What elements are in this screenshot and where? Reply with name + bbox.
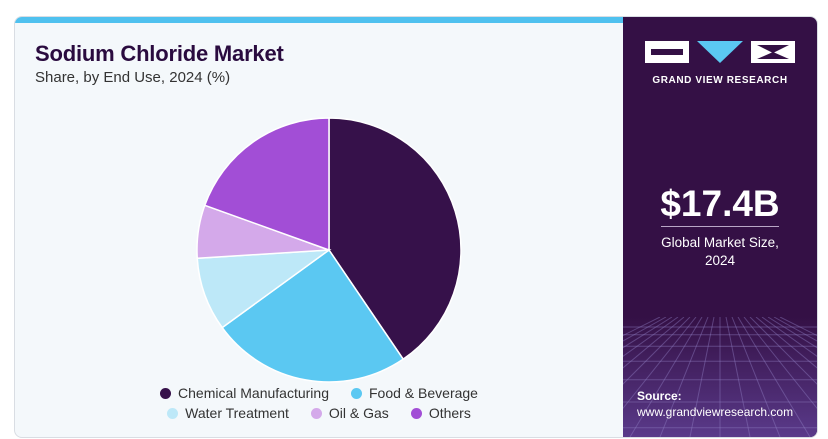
market-size-label-line2: 2024 [704, 253, 736, 268]
chart-panel: Sodium Chloride Market Share, by End Use… [15, 23, 623, 437]
market-size-label-line1: Global Market Size, [661, 235, 779, 250]
legend-label: Oil & Gas [328, 405, 389, 421]
legend-item: Chemical Manufacturing [160, 385, 329, 401]
legend-item: Water Treatment [167, 405, 289, 421]
legend-swatch [351, 387, 362, 399]
market-size-label: Global Market Size, 2024 [623, 234, 817, 270]
market-size-divider [661, 226, 779, 227]
market-size-value: $17.4B [660, 183, 780, 224]
brand-name: GRAND VIEW RESEARCH [652, 75, 788, 86]
source-label: Source: [637, 389, 682, 403]
legend-label: Water Treatment [185, 405, 289, 421]
chart-legend: Chemical Manufacturing Food & Beverage Wat… [15, 383, 623, 423]
market-panel: GRAND VIEW RESEARCH $17.4B Global Market… [623, 17, 817, 437]
grid-decoration [623, 317, 817, 437]
legend-row: Water Treatment Oil & Gas Others [15, 403, 623, 423]
source-link[interactable]: www.grandviewresearch.com [637, 405, 794, 419]
legend-label: Chemical Manufacturing [178, 385, 329, 401]
legend-swatch [167, 407, 179, 419]
pie-slice-food-beverage [221, 248, 405, 383]
pie-chart [196, 117, 462, 383]
legend-item: Oil & Gas [310, 405, 389, 421]
legend-label: Others [428, 405, 471, 421]
legend-item: Food & Beverage [351, 385, 478, 401]
chart-title: Sodium Chloride Market [35, 41, 284, 66]
legend-swatch [160, 387, 172, 399]
grand-view-research-logo [645, 41, 795, 63]
infographic-card: Sodium Chloride Market Share, by End Use… [14, 16, 818, 438]
chart-subtitle: Share, by End Use, 2024 (%) [35, 69, 231, 86]
legend-swatch [310, 407, 322, 419]
pie-slice-chemical-manufacturing [328, 117, 462, 361]
legend-row: Chemical Manufacturing Food & Beverage [15, 383, 623, 403]
legend-item: Others [410, 405, 471, 421]
pie-slice-others [203, 117, 330, 252]
legend-swatch [410, 407, 422, 419]
legend-label: Food & Beverage [369, 385, 478, 401]
accent-bar [15, 17, 623, 23]
